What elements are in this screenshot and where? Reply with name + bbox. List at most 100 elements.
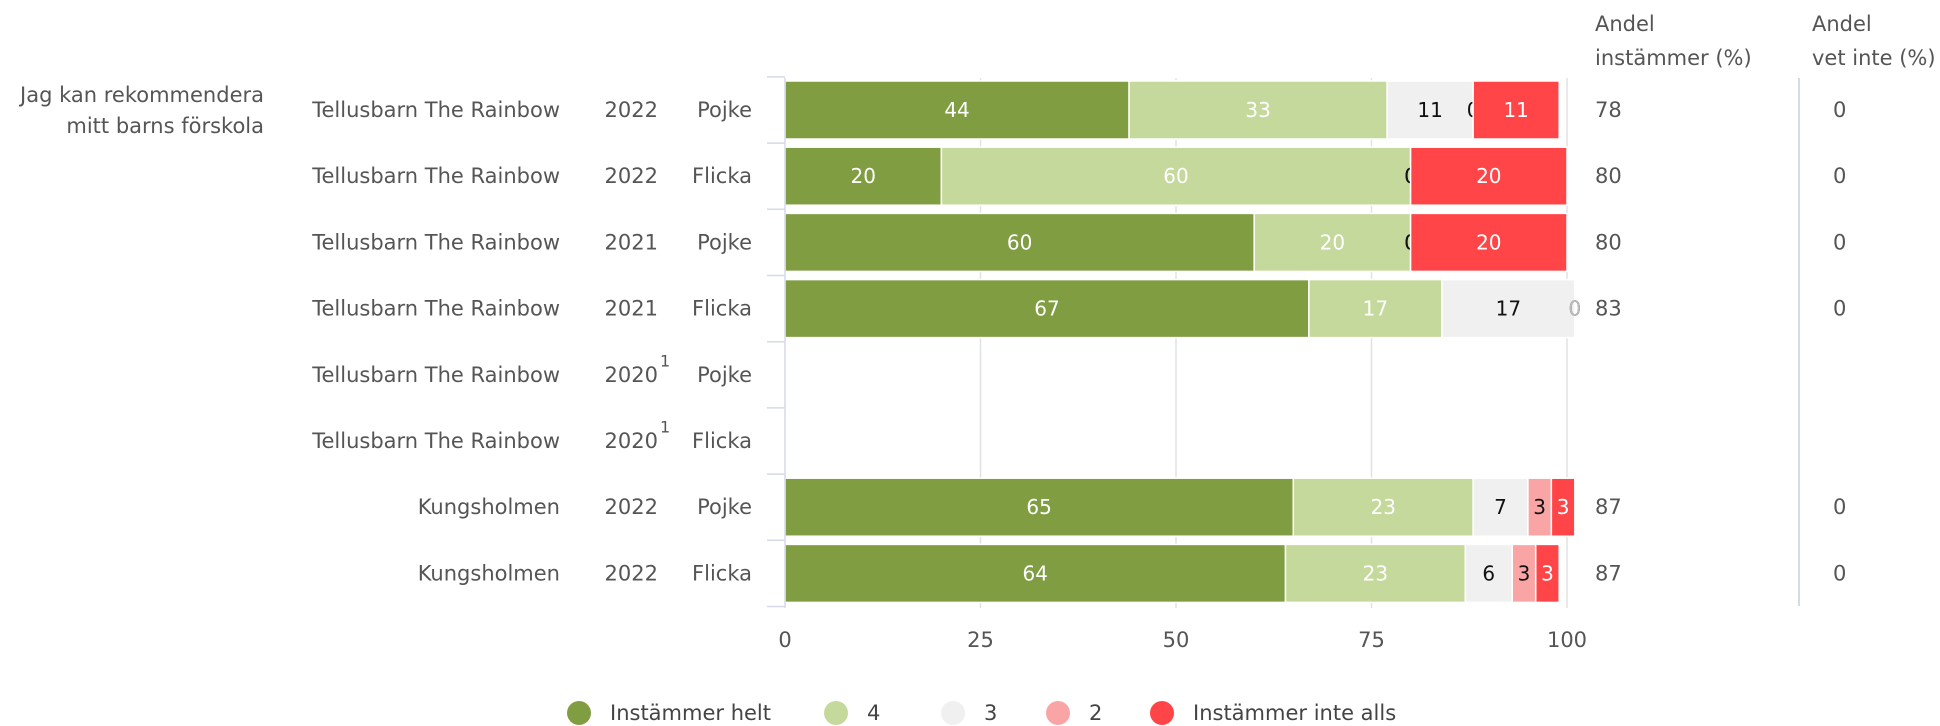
bar-segment xyxy=(1253,212,1412,273)
bar-segment xyxy=(1409,212,1568,273)
legend: Instämmer helt 4 3 2 Instämmer inte alls xyxy=(567,701,1396,725)
row-year-label: 2022 xyxy=(605,495,658,519)
row-gender-label: Flicka xyxy=(692,429,752,453)
row-year-label: 2022 xyxy=(605,561,658,585)
row-year-label: 2022 xyxy=(605,98,658,122)
bar-segment xyxy=(784,80,1130,140)
bar-value-label: 7 xyxy=(1494,495,1507,519)
bar-segment xyxy=(784,278,1310,339)
bar-segment xyxy=(1308,278,1443,339)
bar-segment xyxy=(1472,477,1529,537)
row-unit-label: Tellusbarn The Rainbow xyxy=(311,230,560,254)
bar-segment xyxy=(1128,80,1388,140)
bars: 4433110112060002060200020671717006523733… xyxy=(784,80,1581,604)
x-tick-label: 50 xyxy=(1163,628,1190,652)
row-unit-label: Tellusbarn The Rainbow xyxy=(311,429,560,453)
legend-label: Instämmer inte alls xyxy=(1193,701,1396,725)
row-year-label: 2020 xyxy=(605,429,658,453)
header-andel-vet-inte: Andel xyxy=(1812,12,1872,36)
andel-vet-inte-value: 0 xyxy=(1833,561,1846,585)
header-andel-instammer: instämmer (%) xyxy=(1595,46,1752,70)
row-unit-label: Tellusbarn The Rainbow xyxy=(311,297,560,321)
andel-vet-inte-value: 0 xyxy=(1833,495,1846,519)
row-gender-label: Pojke xyxy=(697,230,752,254)
legend-label: 2 xyxy=(1089,701,1102,725)
bar-segment xyxy=(1386,80,1474,140)
question-label: Jag kan rekommendera xyxy=(18,83,264,107)
bar-segment xyxy=(784,212,1255,273)
andel-instammer-value: 87 xyxy=(1595,495,1622,519)
andel-instammer-value: 87 xyxy=(1595,561,1622,585)
row-gender-label: Pojke xyxy=(697,495,752,519)
bar-value-label: 0 xyxy=(1568,297,1581,321)
bar-value-label: 44 xyxy=(944,98,969,122)
bar-segment xyxy=(1550,477,1576,537)
x-axis: 0 25 50 75 100 xyxy=(767,76,1587,652)
x-tick-label: 25 xyxy=(967,628,994,652)
bar-value-label: 20 xyxy=(850,164,875,188)
andel-instammer-value: 80 xyxy=(1595,164,1622,188)
side-columns: Andel instämmer (%) Andel vet inte (%) 78 0 80… xyxy=(1595,12,1936,606)
bar-segment xyxy=(1534,543,1560,604)
legend-swatch xyxy=(1150,701,1174,725)
bar-value-label: 65 xyxy=(1026,495,1051,519)
legend-swatch xyxy=(941,701,965,725)
row-gender-label: Pojke xyxy=(697,363,752,387)
row-unit-label: Tellusbarn The Rainbow xyxy=(311,98,560,122)
bar-value-label: 60 xyxy=(1163,164,1188,188)
row-year-label: 2022 xyxy=(605,164,658,188)
row-gender-label: Flicka xyxy=(692,164,752,188)
legend-swatch xyxy=(824,701,848,725)
bar-segment xyxy=(1472,80,1560,140)
bar-value-label: 6 xyxy=(1482,561,1495,585)
row-unit-label: Kungsholmen xyxy=(418,561,560,585)
row-labels: Jag kan rekommendera mitt barns förskola T… xyxy=(18,83,752,585)
row-gender-label: Pojke xyxy=(697,98,752,122)
bar-segment xyxy=(1409,146,1568,206)
bar-segment xyxy=(1284,543,1467,604)
bar-segment xyxy=(1441,278,1576,339)
legend-swatch xyxy=(567,701,591,725)
row-unit-label: Tellusbarn The Rainbow xyxy=(311,363,560,387)
legend-label: 3 xyxy=(984,701,997,725)
bar-value-label: 20 xyxy=(1476,164,1501,188)
row-year-label: 2020 xyxy=(605,363,658,387)
bar-segment xyxy=(940,146,1412,206)
header-andel-instammer: Andel xyxy=(1595,12,1655,36)
bar-value-label: 33 xyxy=(1245,98,1270,122)
header-andel-vet-inte: vet inte (%) xyxy=(1812,46,1936,70)
row-gender-label: Flicka xyxy=(692,297,752,321)
bar-value-label: 3 xyxy=(1541,561,1554,585)
x-tick-label: 0 xyxy=(778,628,791,652)
bar-value-label: 23 xyxy=(1363,561,1388,585)
row-gender-label: Flicka xyxy=(692,561,752,585)
row-footnote: 1 xyxy=(660,418,670,437)
bar-value-label: 0 xyxy=(1568,297,1581,321)
x-tick-label: 75 xyxy=(1358,628,1385,652)
question-label: mitt barns förskola xyxy=(66,114,264,138)
andel-instammer-value: 80 xyxy=(1595,230,1622,254)
bar-segment xyxy=(784,543,1287,604)
legend-label: Instämmer helt xyxy=(610,701,771,725)
bar-value-label: 20 xyxy=(1320,230,1345,254)
bar-value-label: 3 xyxy=(1518,561,1531,585)
bar-value-label: 23 xyxy=(1371,495,1396,519)
bar-segment xyxy=(784,477,1295,537)
andel-instammer-value: 78 xyxy=(1595,98,1622,122)
x-tick-label: 100 xyxy=(1547,628,1587,652)
bar-value-label: 17 xyxy=(1363,297,1388,321)
bar-segment xyxy=(1292,477,1474,537)
andel-instammer-value: 83 xyxy=(1595,297,1622,321)
andel-vet-inte-value: 0 xyxy=(1833,297,1846,321)
bar-value-label: 11 xyxy=(1503,98,1528,122)
row-footnote: 1 xyxy=(660,351,670,370)
andel-vet-inte-value: 0 xyxy=(1833,230,1846,254)
bar-value-label: 11 xyxy=(1417,98,1442,122)
row-unit-label: Kungsholmen xyxy=(418,495,560,519)
row-year-label: 2021 xyxy=(605,297,658,321)
legend-swatch xyxy=(1046,701,1070,725)
bar-value-label: 3 xyxy=(1533,495,1546,519)
bar-value-label: 20 xyxy=(1476,230,1501,254)
row-year-label: 2021 xyxy=(605,230,658,254)
andel-vet-inte-value: 0 xyxy=(1833,164,1846,188)
